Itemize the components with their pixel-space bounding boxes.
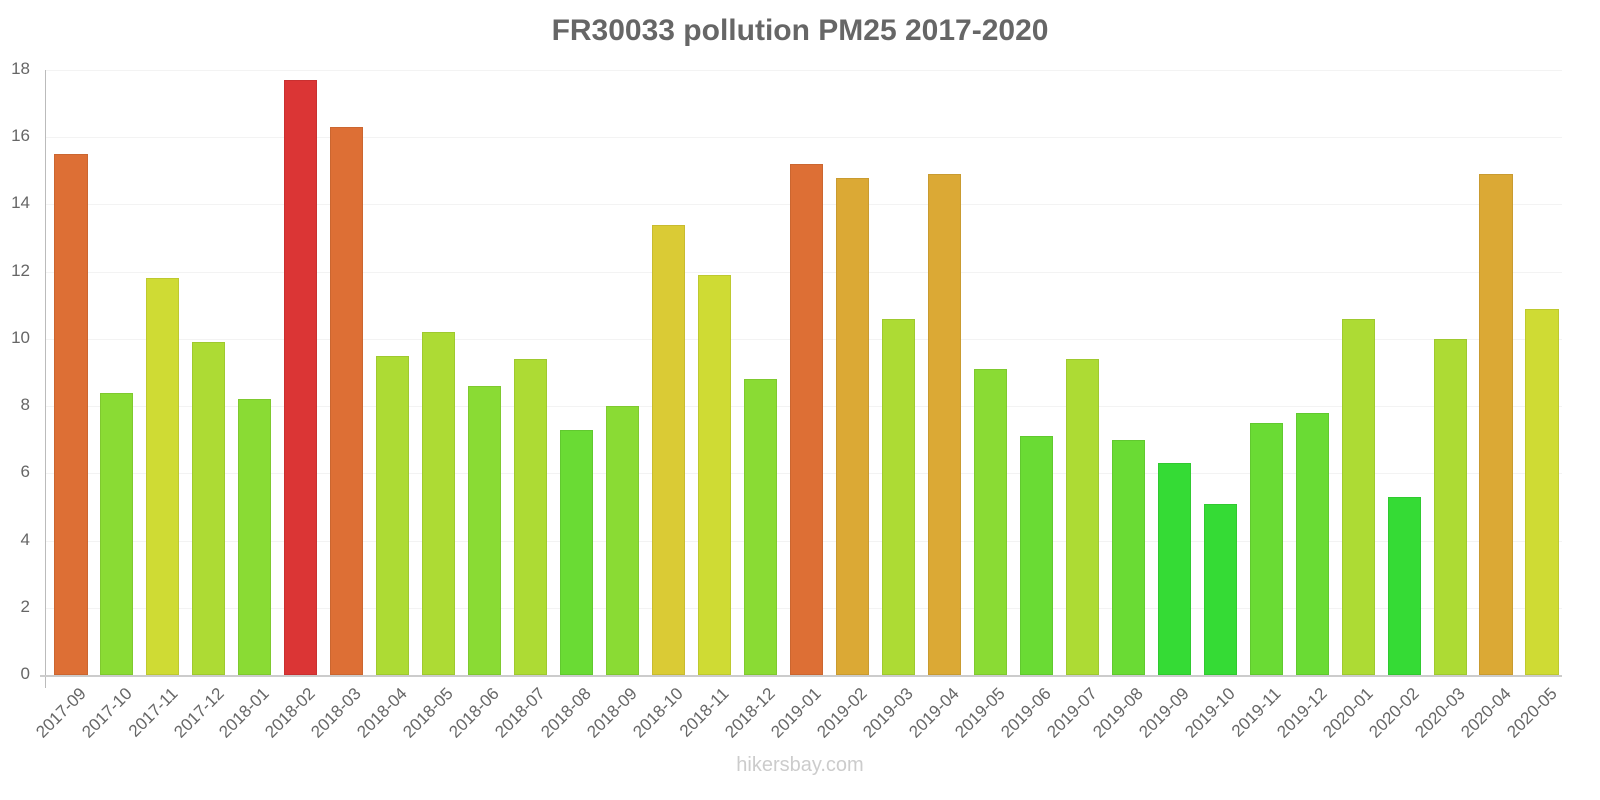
x-tick-label: 2018-04: [353, 684, 412, 742]
plot-area: [45, 70, 1562, 676]
x-tick-label: 2018-05: [399, 684, 458, 742]
chart-title: FR30033 pollution PM25 2017-2020: [551, 14, 1049, 47]
bar-2018-08[interactable]: [560, 429, 594, 675]
x-tick-label: 2018-10: [629, 684, 688, 742]
x-tick-label: 2018-09: [583, 684, 642, 742]
x-tick-label: 2019-11: [1227, 684, 1285, 741]
bar-2020-01[interactable]: [1341, 318, 1375, 675]
x-tick-label: 2019-06: [997, 684, 1055, 742]
bar-2019-01[interactable]: [789, 164, 824, 675]
bar-2019-02[interactable]: [835, 177, 869, 675]
bar-2019-12[interactable]: [1295, 412, 1329, 675]
x-tick-label: 2019-03: [859, 684, 917, 742]
y-tick-label: 6: [20, 462, 30, 482]
bar-2019-07[interactable]: [1065, 359, 1099, 675]
bar-2018-07[interactable]: [514, 359, 548, 675]
bar-2018-06[interactable]: [468, 385, 502, 675]
y-tick-label: 4: [20, 529, 30, 549]
bar-2018-03[interactable]: [330, 127, 364, 675]
bar-2020-04[interactable]: [1479, 174, 1513, 675]
x-tick-label: 2020-04: [1456, 684, 1515, 742]
y-tick-label: 12: [11, 260, 30, 280]
x-tick-label: 2017-12: [169, 684, 228, 742]
bar-2018-05[interactable]: [422, 332, 456, 675]
bar-2019-08[interactable]: [1111, 439, 1145, 675]
x-tick-label: 2018-03: [307, 684, 366, 742]
y-tick-label: 10: [11, 327, 30, 347]
bar-2017-12[interactable]: [192, 342, 226, 675]
bar-2019-10[interactable]: [1203, 503, 1237, 675]
x-axis-line: [40, 675, 1562, 677]
x-tick-label: 2018-01: [215, 684, 274, 742]
y-tick-label: 14: [11, 193, 30, 213]
x-tick-label: 2017-10: [77, 684, 136, 742]
bar-2018-12[interactable]: [743, 379, 778, 675]
bar-2020-05[interactable]: [1525, 308, 1559, 675]
bar-2019-11[interactable]: [1249, 422, 1283, 675]
bar-2018-02[interactable]: [284, 80, 318, 675]
bar-2018-10[interactable]: [652, 224, 686, 675]
gridline: [45, 70, 1562, 71]
bar-2018-11[interactable]: [698, 275, 732, 675]
x-tick-label: 2018-06: [445, 684, 504, 742]
bar-2018-01[interactable]: [238, 399, 272, 675]
x-tick-label: 2017-11: [124, 684, 182, 741]
x-tick-label: 2019-04: [905, 684, 963, 742]
x-tick-label: 2019-05: [951, 684, 1009, 742]
x-tick-label: 2019-09: [1135, 684, 1193, 742]
y-axis-line: [45, 70, 46, 688]
x-tick-label: 2019-07: [1043, 684, 1101, 742]
x-tick-label: 2020-02: [1364, 684, 1423, 742]
x-tick-label: 2018-08: [537, 684, 596, 742]
bar-2019-03[interactable]: [881, 318, 915, 675]
x-tick-label: 2018-07: [491, 684, 550, 742]
bar-2018-04[interactable]: [376, 355, 410, 675]
watermark: hikersbay.com: [736, 754, 864, 776]
x-tick-label: 2018-12: [721, 684, 779, 742]
x-tick-label: 2019-12: [1273, 684, 1331, 742]
x-tick-label: 2018-02: [261, 684, 320, 742]
y-tick-label: 16: [11, 126, 30, 146]
bar-2019-05[interactable]: [973, 369, 1007, 675]
bar-2019-06[interactable]: [1019, 436, 1053, 675]
y-tick-label: 2: [20, 596, 30, 616]
bar-2017-09[interactable]: [54, 154, 88, 675]
gridline: [45, 137, 1562, 139]
x-tick-label: 2019-01: [767, 684, 825, 742]
bar-2020-03[interactable]: [1433, 338, 1467, 675]
x-tick-label: 2020-03: [1410, 684, 1469, 742]
bar-2017-11[interactable]: [146, 278, 180, 675]
x-tick-label: 2020-05: [1502, 684, 1561, 742]
bar-2019-04[interactable]: [927, 174, 961, 675]
bar-2019-09[interactable]: [1157, 463, 1191, 675]
bar-2020-02[interactable]: [1387, 496, 1421, 675]
bar-2018-09[interactable]: [606, 406, 640, 675]
x-tick-label: 2020-01: [1319, 684, 1377, 742]
x-tick-label: 2019-02: [813, 684, 871, 742]
x-tick-label: 2017-09: [31, 684, 90, 742]
y-tick-label: 8: [20, 395, 30, 415]
y-tick-label: 18: [11, 59, 30, 78]
x-tick-label: 2019-08: [1089, 684, 1147, 742]
x-tick-label: 2019-10: [1181, 684, 1239, 742]
y-tick-label: 0: [20, 664, 30, 683]
bar-2017-10[interactable]: [100, 392, 134, 675]
